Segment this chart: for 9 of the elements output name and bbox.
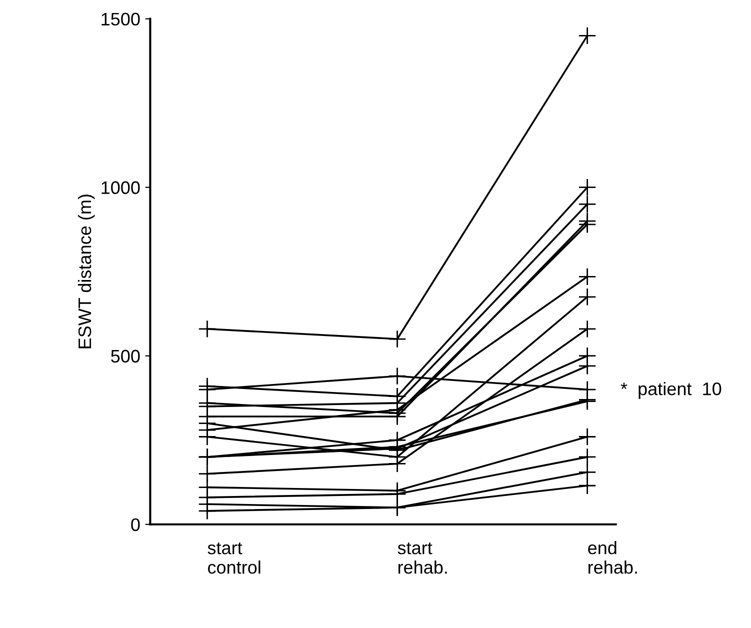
y-axis-title: ESWT distance (m): [78, 194, 95, 348]
x-tick-label: start rehab.: [398, 542, 447, 574]
x-tick-label: start control: [208, 542, 260, 574]
y-tick-label: 500: [111, 350, 140, 363]
y-tick-label: 1500: [102, 12, 140, 26]
y-tick-label: 0: [131, 518, 140, 532]
x-tick-label: end rehab.: [588, 541, 637, 574]
text: * patient 10: [620, 382, 722, 399]
y-tick-label: 1000: [102, 181, 140, 194]
